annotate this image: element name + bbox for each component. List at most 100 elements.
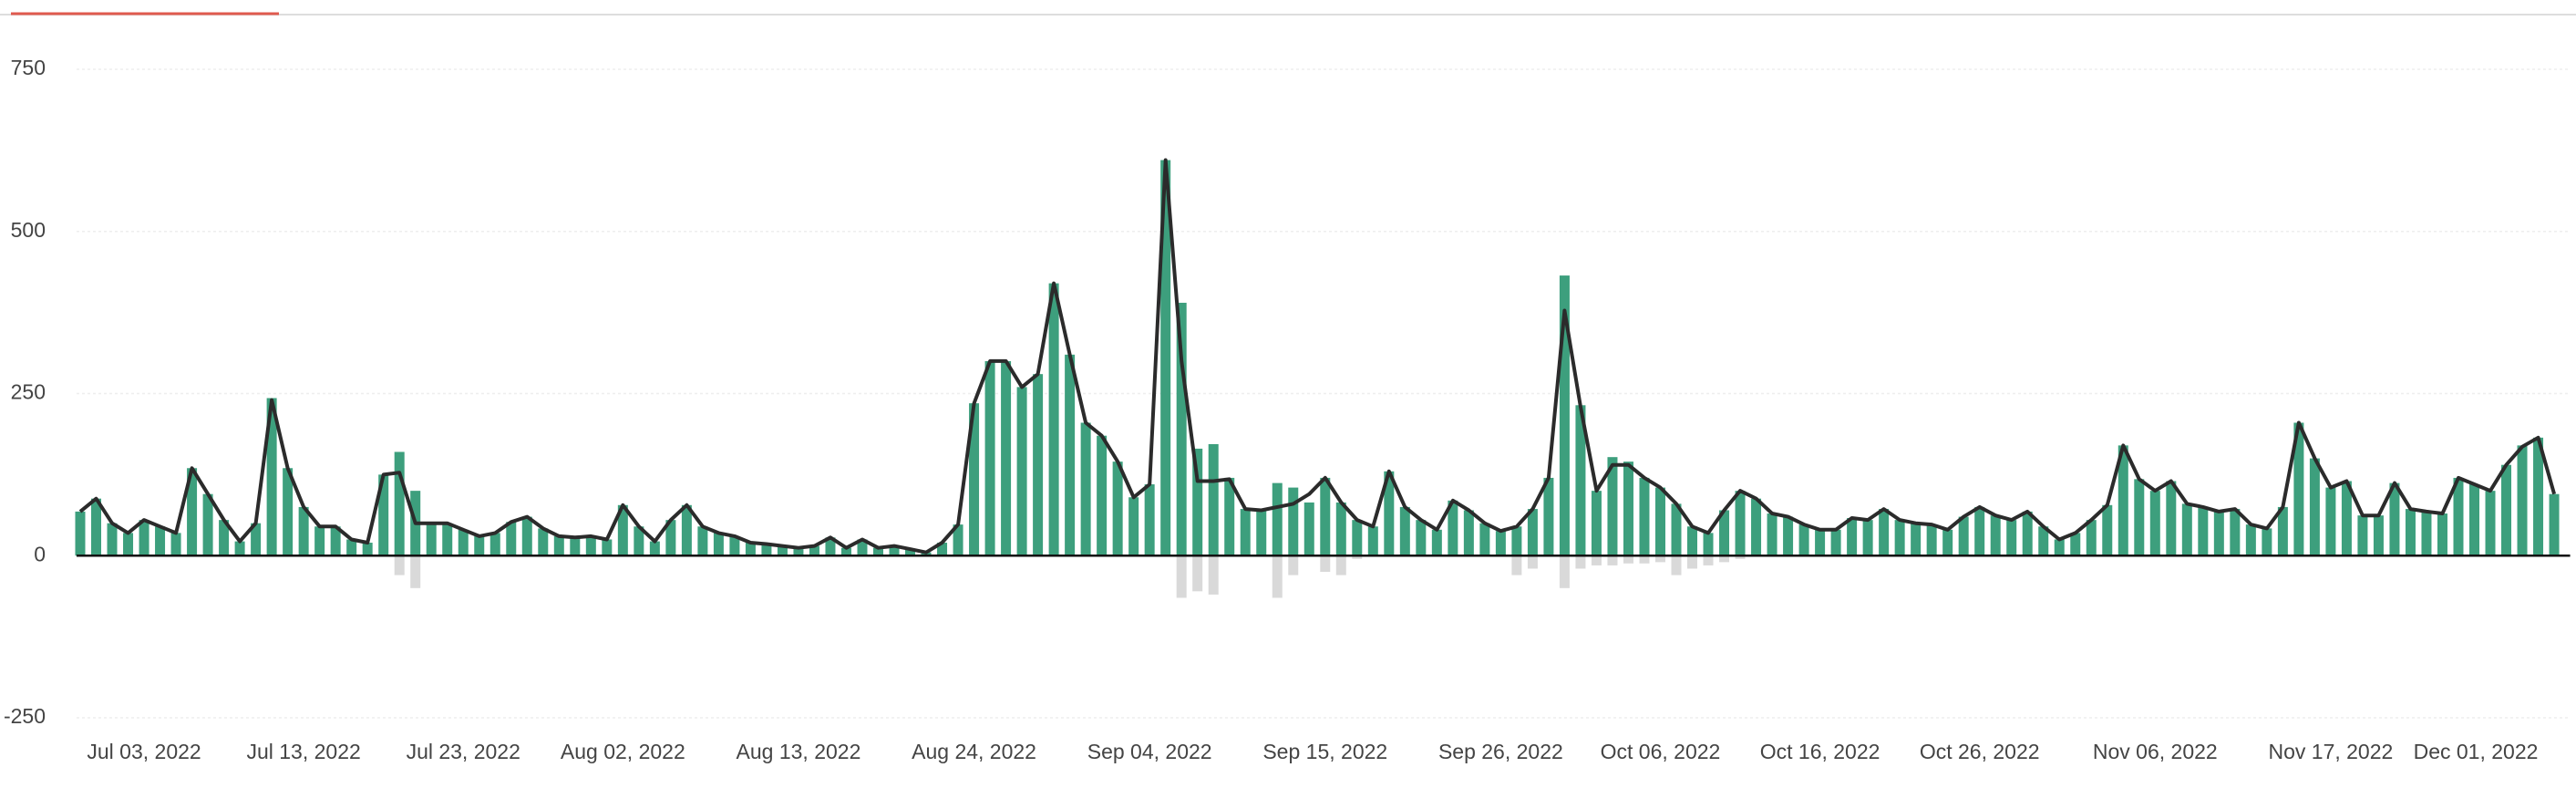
bar [1847,518,1858,556]
bar [713,533,724,556]
bar [1511,526,1522,556]
bar [1256,510,1267,556]
bar [617,504,628,556]
bar [202,493,213,556]
bar [2149,491,2160,556]
bar [1463,510,1474,556]
bar [984,360,995,556]
bar [2405,509,2416,556]
bar [2533,437,2544,556]
bar [2373,515,2384,556]
bar [649,541,660,556]
bar [937,543,948,556]
bar [1575,555,1586,569]
bar [1830,529,1841,556]
bar [1639,555,1650,564]
x-tick-label: Nov 17, 2022 [2268,740,2393,763]
bar [1303,502,1314,556]
y-tick-label: 500 [11,218,46,242]
bar [681,504,692,556]
bar [2262,528,2272,556]
bar [1176,555,1187,598]
bar [1192,555,1203,592]
bar [1112,461,1123,556]
bar [1654,487,1665,556]
bar [1591,555,1602,565]
bar [139,520,149,556]
bar [1448,500,1458,556]
bar [1751,498,1762,556]
bar [2022,511,2033,556]
bar [1192,448,1203,556]
y-tick-label: 0 [34,542,46,565]
bar [410,555,421,588]
bar [1288,487,1299,556]
bar [570,537,581,556]
bar [1240,509,1251,556]
bar [1288,555,1299,575]
bar [458,529,469,556]
x-tick-label: Sep 15, 2022 [1262,740,1387,763]
bar [1479,523,1490,556]
bar [602,539,613,556]
bar [553,535,564,556]
bar [1990,515,2001,556]
x-tick-label: Sep 26, 2022 [1438,740,1563,763]
x-tick-label: Oct 16, 2022 [1760,740,1880,763]
bar [75,511,86,556]
x-tick-label: Nov 06, 2022 [2093,740,2218,763]
bar [1575,405,1586,556]
bar [1272,482,1283,556]
bar [1097,435,1108,556]
bar [346,539,357,556]
bar [521,516,532,556]
x-tick-label: Dec 01, 2022 [2414,740,2539,763]
bar [1495,531,1506,556]
bar [1176,302,1187,556]
bar [506,522,517,556]
bar [745,543,756,556]
bar [314,526,325,556]
bar [1160,160,1171,556]
bar [1623,461,1633,556]
line [78,158,2557,555]
bar [2389,482,2400,556]
bar [1735,491,1746,556]
bar [634,526,644,556]
bar [1559,275,1570,556]
bar [1224,477,1235,556]
bar [2309,458,2320,556]
bar [1703,555,1714,565]
bar [283,468,294,556]
bar [1335,555,1346,575]
x-tick-label: Aug 24, 2022 [912,740,1036,763]
bar [1065,354,1076,556]
y-tick-label: 250 [11,380,46,404]
bar [298,506,309,556]
bar [665,520,676,556]
x-tick-label: Sep 04, 2022 [1087,740,1212,763]
bar [251,523,262,556]
bar [1815,529,1826,556]
bar [1974,506,1985,556]
bar [1798,524,1809,556]
bar [1527,555,1538,569]
bar [1783,516,1794,556]
x-tick-label: Aug 02, 2022 [561,740,685,763]
bar [2245,524,2256,556]
bar [1543,477,1554,556]
bar [219,520,230,556]
bar [1719,555,1730,563]
bar [1016,387,1027,556]
bar [266,398,277,556]
bar [1080,422,1091,556]
bar [394,451,405,556]
bar [2006,520,2017,556]
bar [1431,529,1442,556]
bar [1001,360,1012,556]
bar [889,545,900,556]
bar [1926,524,1937,556]
bar [330,526,341,556]
bar [1639,477,1650,556]
